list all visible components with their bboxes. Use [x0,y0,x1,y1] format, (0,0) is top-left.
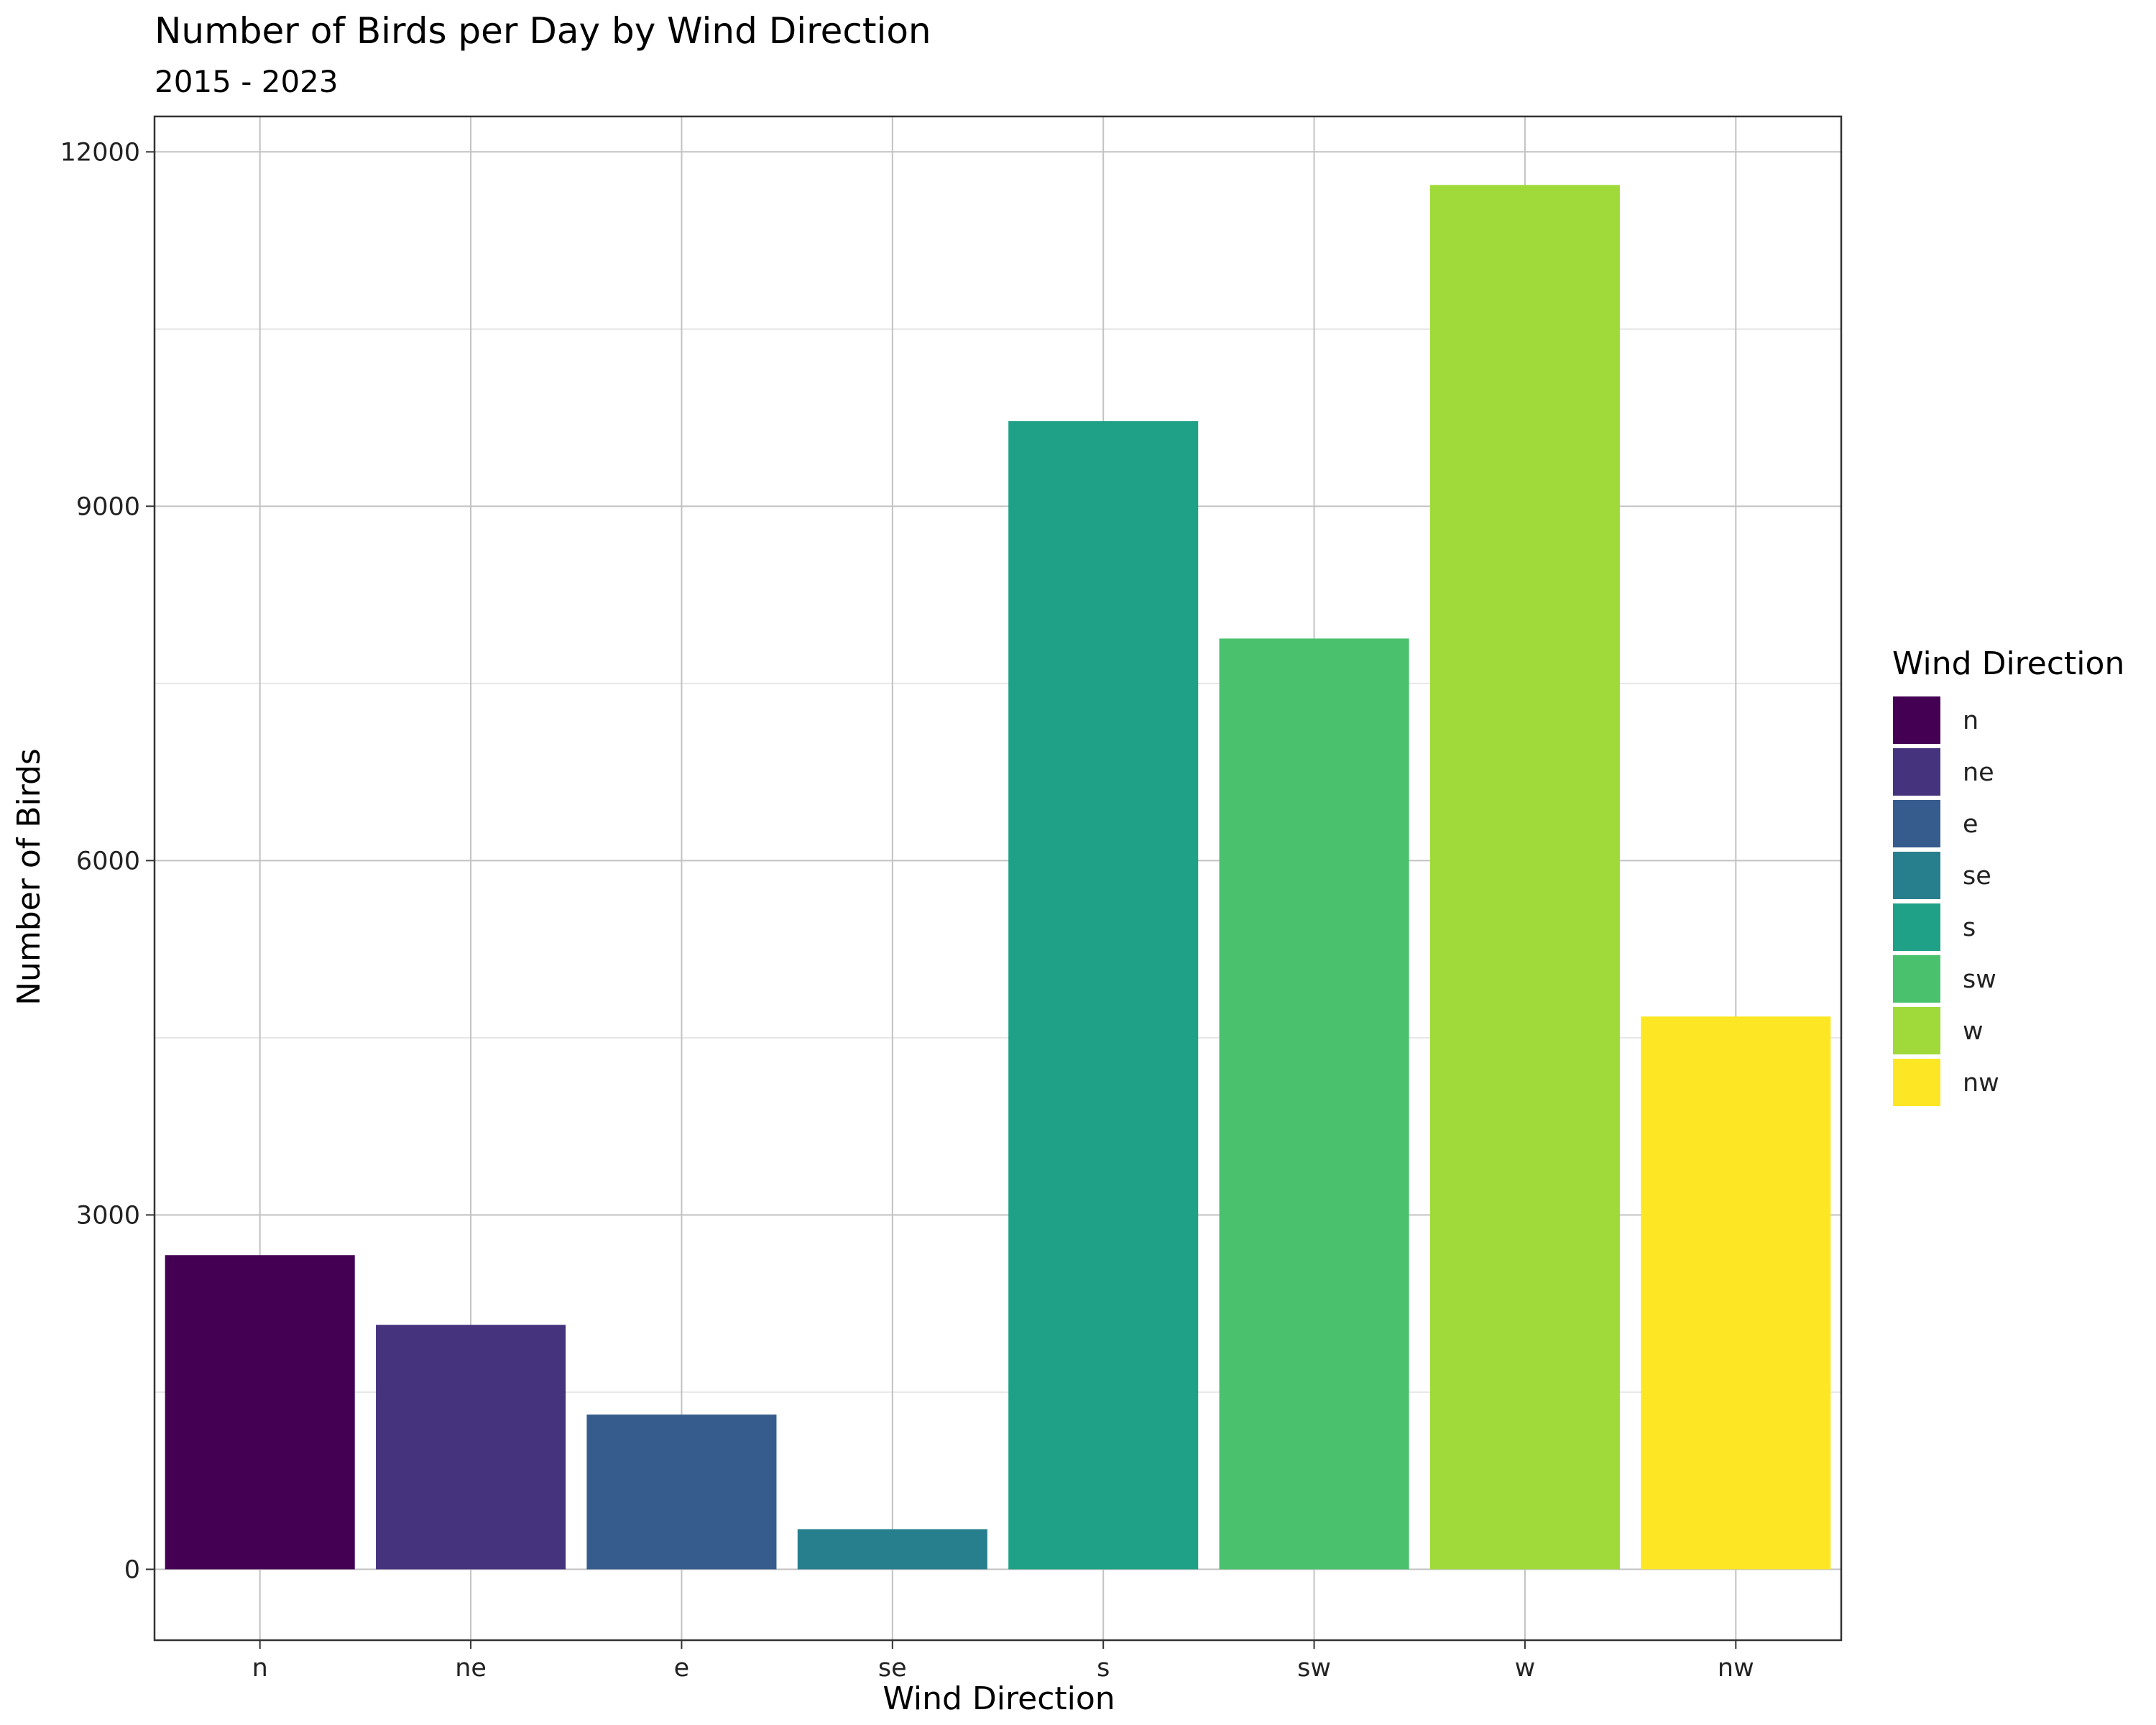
legend-label: w [1963,1017,1984,1046]
x-tick-label: nw [1718,1654,1754,1683]
legend-label: n [1963,707,1978,735]
legend-label: ne [1963,758,1994,787]
x-tick-label: sw [1297,1654,1331,1683]
y-tick-label: 3000 [76,1201,140,1230]
x-axis-title: Wind Direction [883,1680,1115,1717]
legend-title: Wind Direction [1892,645,2124,682]
x-tick-label: s [1097,1654,1110,1683]
legend-key-w [1892,1006,1942,1056]
x-tick-label: se [878,1654,907,1683]
bar-n [165,1255,355,1570]
legend-key-se [1892,850,1942,901]
legend-key-n [1892,695,1942,745]
legend-key-ne [1892,747,1942,797]
plot-panel: 0 3000 6000 9000 12000 n ne e se s sw w nw [60,115,1843,1683]
legend-label: e [1963,810,1978,839]
legend-label: se [1963,862,1991,891]
chart-subtitle: 2015 - 2023 [155,64,338,99]
x-tick-label: w [1515,1654,1536,1683]
y-tick-label: 12000 [60,138,140,167]
bar-se [797,1529,987,1570]
bar-nw [1641,1016,1831,1570]
y-tick-label: 9000 [76,492,140,521]
legend-label: sw [1963,965,1996,994]
bar-ne [376,1325,566,1570]
bar-s [1008,421,1199,1570]
bar-w [1429,185,1620,1570]
legend-label: nw [1963,1069,1999,1098]
x-tick-label: e [674,1654,690,1683]
x-tick-label: n [252,1654,268,1683]
legend: Wind Direction n ne e se s sw w nw [1892,645,2124,1108]
legend-key-sw [1892,954,1942,1004]
legend-key-e [1892,799,1942,849]
legend-key-s [1892,902,1942,952]
bar-e [586,1414,777,1570]
legend-label: s [1963,914,1976,942]
plot-border [153,115,1843,1642]
bar-sw [1219,638,1409,1570]
y-tick-label: 0 [124,1555,140,1584]
x-tick-label: ne [455,1654,487,1683]
y-tick-label: 6000 [76,847,140,875]
legend-key-nw [1892,1057,1942,1108]
chart-title: Number of Birds per Day by Wind Directio… [155,10,931,52]
y-axis-title: Number of Birds [11,748,47,1006]
